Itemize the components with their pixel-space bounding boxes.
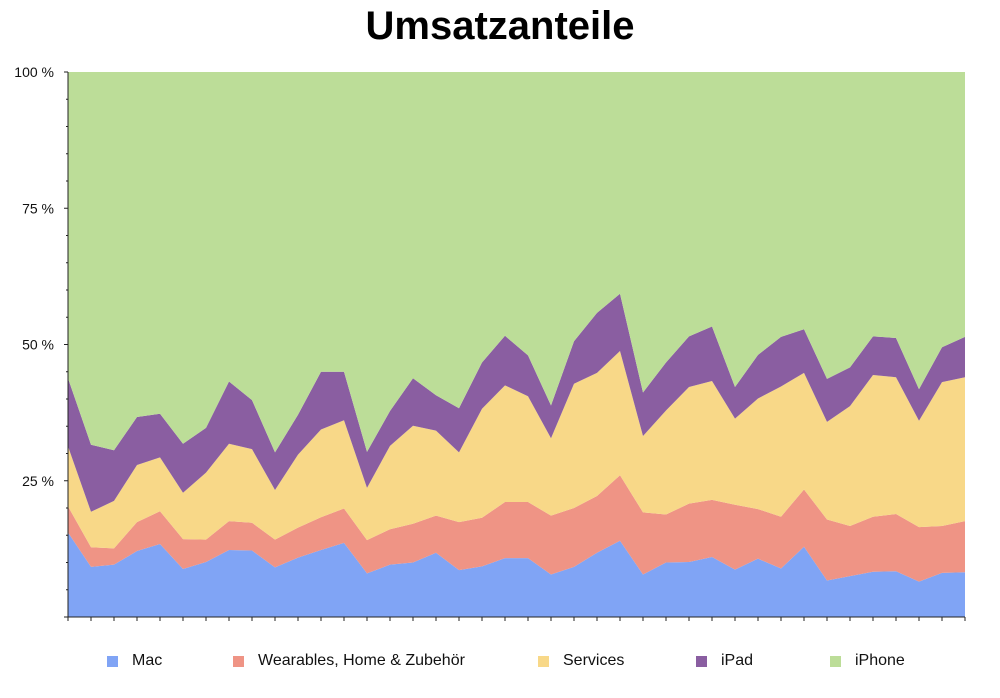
legend-label: Mac [132,652,163,669]
y-tick-label: 50 % [22,337,54,353]
legend-item-services: Services [538,652,624,670]
y-tick-label: 100 % [14,64,54,80]
legend-swatch [696,655,707,667]
area-iphone [68,72,965,453]
legend-swatch [538,655,549,667]
legend-label: iPhone [855,652,905,669]
legend-swatch [233,655,244,667]
legend-item-ipad: iPad [696,652,753,670]
legend-label: iPad [721,652,754,669]
series-areas [68,72,965,617]
area-ipad [68,293,965,512]
area-services [68,351,965,549]
area-mac [68,532,965,617]
chart-title: Umsatzanteile [365,4,635,48]
legend-label: Wearables, Home & Zubehör [258,652,465,669]
area-wearables-home-zubeh-r [68,475,965,582]
y-tick-label: 25 % [22,473,54,489]
legend-swatch [107,655,118,667]
y-tick-label: 75 % [22,200,54,216]
legend-label: Services [563,652,625,669]
legend-swatch [830,655,841,667]
legend-item-mac: Mac [107,652,162,670]
axes: 25 % 50 % 75 % 100 % [14,64,966,621]
legend-item-iphone: iPhone [830,652,905,670]
legend-item-wearables-home-zubeh-r: Wearables, Home & Zubehör [233,652,465,670]
legend: Mac Wearables, Home & Zubehör Services iPad… [0,652,1000,682]
